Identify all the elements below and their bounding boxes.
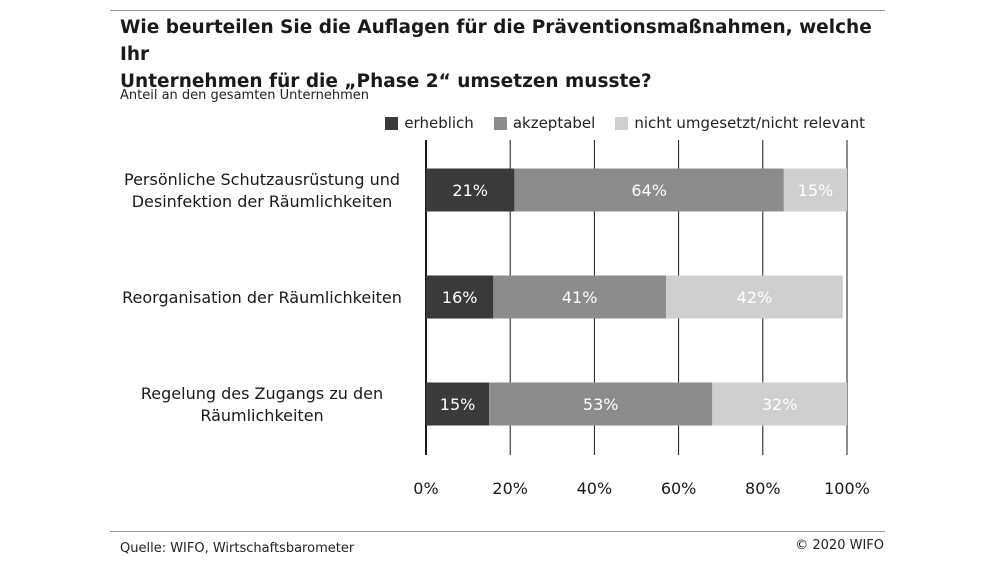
data-label: 41% — [562, 288, 598, 307]
data-label: 64% — [631, 181, 667, 200]
legend-item-erheblich: erheblich — [385, 114, 474, 132]
chart-title: Wie beurteilen Sie die Auflagen für die … — [120, 14, 880, 95]
data-label: 15% — [798, 181, 834, 200]
data-label: 53% — [583, 395, 619, 414]
data-label: 16% — [442, 288, 478, 307]
category-label: Desinfektion der Räumlichkeiten — [132, 192, 393, 211]
top-rule — [110, 10, 885, 11]
source-note: Quelle: WIFO, Wirtschaftsbarometer — [120, 541, 355, 556]
legend-swatch-erheblich — [385, 116, 399, 130]
category-label: Persönliche Schutzausrüstung und — [124, 170, 400, 189]
x-tick-label: 100% — [824, 479, 870, 498]
category-label: Regelung des Zugangs zu den — [141, 384, 383, 403]
category-label: Reorganisation der Räumlichkeiten — [122, 288, 402, 307]
x-tick-label: 20% — [492, 479, 528, 498]
legend: erheblich akzeptabel nicht umgesetzt/nic… — [385, 114, 865, 132]
label-layer: 0% 20% 40% 60% 80% 100% 21% 64% 15% Persönliche S… — [122, 170, 870, 498]
legend-swatch-akzeptabel — [493, 116, 507, 130]
bar-segment-nicht-1 — [783, 168, 847, 212]
bar-layer — [426, 168, 847, 426]
legend-label-erheblich: erheblich — [404, 114, 474, 132]
x-tick-label: 0% — [413, 479, 438, 498]
legend-item-akzeptabel: akzeptabel — [493, 114, 596, 132]
data-label: 42% — [737, 288, 773, 307]
category-label: Räumlichkeiten — [200, 406, 323, 425]
bar-segment-erheblich-2 — [426, 275, 494, 319]
bar-segment-akzeptabel-2 — [493, 275, 666, 319]
bar-segment-nicht-2 — [665, 275, 843, 319]
copyright-note: © 2020 WIFO — [795, 538, 884, 553]
x-tick-label: 40% — [577, 479, 613, 498]
x-tick-label: 80% — [745, 479, 781, 498]
chart-title-line-1: Wie beurteilen Sie die Auflagen für die … — [120, 17, 872, 65]
x-tick-label: 60% — [661, 479, 697, 498]
chart-title-line-2: Unternehmen für die „Phase 2“ umsetzen m… — [120, 71, 652, 92]
bottom-rule — [110, 531, 885, 532]
bar-segment-akzeptabel-1 — [514, 168, 784, 212]
legend-label-akzeptabel: akzeptabel — [512, 114, 596, 132]
chart-subtitle: Anteil an den gesamten Unternehmen — [120, 88, 370, 103]
bar-segment-akzeptabel-3 — [489, 382, 713, 426]
bar-segment-nicht-3 — [712, 382, 847, 426]
data-label: 32% — [762, 395, 798, 414]
legend-swatch-nicht-relevant — [615, 116, 629, 130]
bar-segment-erheblich-3 — [426, 382, 490, 426]
data-label: 15% — [440, 395, 476, 414]
bar-segment-erheblich-1 — [426, 168, 515, 212]
data-label: 21% — [452, 181, 488, 200]
legend-label-nicht-relevant: nicht umgesetzt/nicht relevant — [634, 114, 865, 132]
legend-item-nicht-relevant: nicht umgesetzt/nicht relevant — [615, 114, 865, 132]
